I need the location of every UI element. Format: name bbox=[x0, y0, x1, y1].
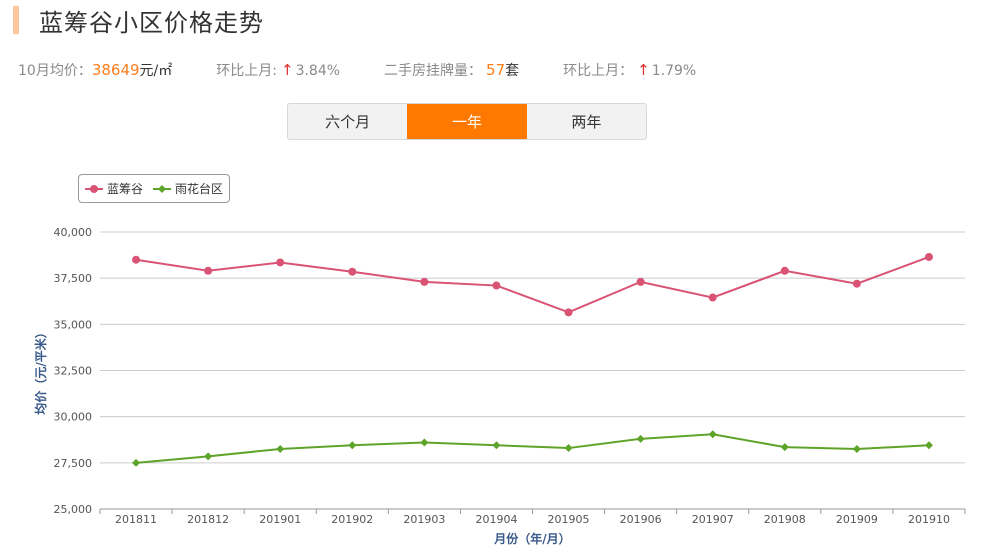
x-tick-label: 201903 bbox=[403, 513, 445, 526]
data-point bbox=[564, 444, 573, 453]
y-axis-title: 均价（元/平米） bbox=[33, 326, 48, 414]
data-point bbox=[204, 266, 213, 275]
x-tick-label: 201902 bbox=[331, 513, 373, 526]
data-point bbox=[636, 277, 645, 286]
listing-mom-label: 环比上月： bbox=[563, 63, 634, 79]
price-mom-label: 环比上月: bbox=[216, 63, 277, 79]
data-point bbox=[132, 255, 141, 264]
data-point bbox=[348, 441, 357, 450]
x-tick-label: 201811 bbox=[115, 513, 157, 526]
data-point bbox=[564, 308, 573, 317]
listing-count-unit: 套 bbox=[505, 63, 520, 79]
legend-item-yuhuatai[interactable]: 雨花台区 bbox=[153, 180, 223, 197]
x-tick-label: 201812 bbox=[187, 513, 229, 526]
y-tick-label: 30,000 bbox=[54, 411, 93, 424]
avg-price-value: 38649 bbox=[91, 61, 140, 79]
data-point bbox=[276, 444, 285, 453]
data-point bbox=[924, 252, 933, 261]
y-tick-label: 32,500 bbox=[54, 365, 93, 378]
data-point bbox=[708, 430, 717, 439]
x-tick-label: 201906 bbox=[620, 513, 662, 526]
data-point bbox=[132, 458, 141, 467]
data-point bbox=[420, 438, 429, 447]
x-tick-label: 201904 bbox=[475, 513, 517, 526]
title-accent-bar bbox=[13, 6, 19, 34]
y-tick-label: 37,500 bbox=[54, 272, 93, 285]
x-tick-label: 201905 bbox=[548, 513, 590, 526]
listing-count-label: 二手房挂牌量： bbox=[384, 63, 483, 79]
data-point bbox=[420, 277, 429, 286]
data-point bbox=[780, 443, 789, 452]
data-point bbox=[852, 279, 861, 288]
x-tick-label: 201901 bbox=[259, 513, 301, 526]
price-stats: 10月均价： 38649 元/㎡ 环比上月: ↑ 3.84% 二手房挂牌量： 5… bbox=[18, 60, 696, 80]
tab-one-year[interactable]: 一年 bbox=[407, 104, 527, 139]
data-point bbox=[708, 293, 717, 302]
y-tick-label: 40,000 bbox=[54, 226, 93, 239]
legend-label: 蓝筹谷 bbox=[107, 182, 144, 196]
x-tick-label: 201908 bbox=[764, 513, 806, 526]
data-point bbox=[852, 444, 861, 453]
legend-label: 雨花台区 bbox=[175, 182, 224, 196]
legend-item-lanchougu[interactable]: 蓝筹谷 bbox=[85, 180, 143, 197]
data-point bbox=[204, 452, 213, 461]
data-point bbox=[924, 441, 933, 450]
x-tick-label: 201910 bbox=[908, 513, 950, 526]
data-point bbox=[780, 266, 789, 275]
avg-price-unit: 元/㎡ bbox=[139, 63, 173, 79]
price-mom-value: 3.84% bbox=[295, 63, 341, 79]
price-up-arrow-icon: ↑ bbox=[280, 61, 294, 79]
y-tick-label: 27,500 bbox=[54, 457, 93, 470]
series-line-2 bbox=[135, 433, 930, 464]
series-line-1 bbox=[135, 256, 930, 314]
page-header: 蓝筹谷小区价格走势 bbox=[13, 4, 264, 37]
data-point bbox=[276, 258, 285, 267]
x-axis-title: 月份（年/月） bbox=[493, 531, 570, 546]
avg-price-label: 10月均价： bbox=[18, 63, 92, 79]
x-tick-label: 201907 bbox=[692, 513, 734, 526]
period-tabs: 六个月 一年 两年 bbox=[287, 103, 647, 140]
listing-up-arrow-icon: ↑ bbox=[637, 61, 650, 79]
chart-legend: 蓝筹谷 雨花台区 bbox=[78, 174, 230, 203]
page-title: 蓝筹谷小区价格走势 bbox=[39, 8, 264, 37]
data-point bbox=[492, 441, 501, 450]
data-point bbox=[492, 281, 501, 290]
y-tick-label: 25,000 bbox=[54, 503, 93, 516]
tab-six-months[interactable]: 六个月 bbox=[325, 113, 371, 131]
x-tick-label: 201909 bbox=[836, 513, 878, 526]
data-point bbox=[348, 267, 357, 276]
tab-two-years[interactable]: 两年 bbox=[571, 113, 602, 131]
y-tick-label: 35,000 bbox=[54, 318, 93, 331]
data-point bbox=[636, 434, 645, 443]
listing-count-value: 57 bbox=[486, 61, 506, 79]
legend-circle-marker-icon bbox=[85, 184, 103, 193]
listing-mom-value: 1.79% bbox=[651, 63, 697, 79]
legend-diamond-marker-icon bbox=[153, 184, 172, 193]
